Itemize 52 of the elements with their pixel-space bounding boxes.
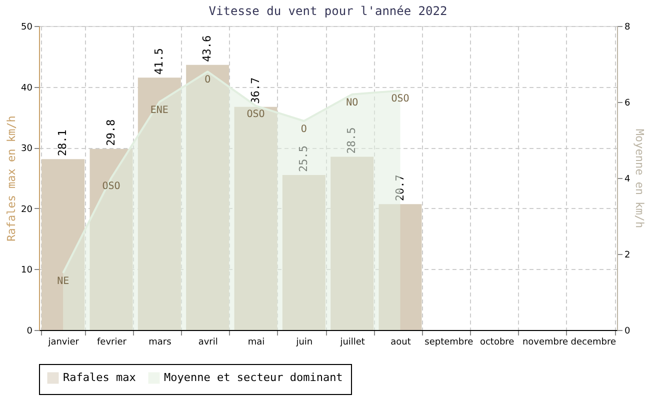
x-tick-label: janvier	[47, 338, 80, 348]
bar	[282, 174, 326, 330]
data-label: OSO	[246, 108, 265, 120]
bar	[234, 106, 278, 330]
data-label: NE	[57, 276, 70, 287]
data-label: 36.7	[248, 77, 262, 104]
data-label: NO	[346, 97, 358, 108]
legend-label: Moyenne et secteur dominant	[164, 371, 343, 384]
data-label: 28.1	[56, 130, 70, 156]
x-tick-label: juillet	[339, 338, 366, 348]
data-label: 25.5	[296, 145, 310, 172]
data-label: ENE	[150, 105, 168, 116]
x-tick-label: avril	[198, 338, 218, 348]
y-tick-label: 50	[21, 22, 33, 32]
y-tick-label: 40	[21, 83, 33, 94]
chart-title: Vitesse du vent pour l'année 2022	[208, 4, 448, 18]
bar	[138, 78, 181, 330]
y2-tick-label: 6	[624, 98, 630, 108]
bar	[378, 204, 422, 330]
y-axis-title: Rafales max en km/h	[5, 116, 18, 242]
y2-axis-title: Moyenne en km/h	[633, 128, 646, 228]
y2-tick-label: 4	[624, 174, 630, 184]
x-tick-label: juin	[295, 338, 313, 348]
y-tick-label: 10	[21, 266, 33, 276]
x-tick-label: mars	[148, 338, 172, 348]
y-tick-label: 20	[21, 204, 33, 215]
data-label: O	[300, 124, 307, 135]
bar	[186, 64, 230, 330]
data-label: OSO	[391, 94, 410, 105]
bar	[42, 159, 85, 330]
y-tick-label: 0	[26, 326, 33, 336]
y2-tick-label: 2	[624, 250, 630, 260]
x-tick-label: decembre	[570, 338, 616, 348]
y2-tick-label: 0	[624, 326, 630, 336]
x-tick-label: aout	[390, 338, 412, 348]
x-tick-label: septembre	[424, 338, 474, 348]
x-tick-label: octobre	[480, 338, 515, 348]
data-label: 29.8	[104, 119, 118, 146]
y2-tick-label: 8	[624, 22, 630, 32]
y-tick-label: 30	[21, 144, 33, 154]
data-label: 43.6	[200, 35, 214, 62]
legend-label: Rafales max	[63, 371, 136, 384]
x-tick-label: mai	[248, 338, 265, 348]
data-label: O	[204, 74, 211, 86]
data-label: 28.5	[345, 127, 358, 154]
x-tick-label: novembre	[522, 338, 569, 348]
data-label: 41.5	[152, 48, 166, 75]
data-label: 20.7	[393, 174, 406, 202]
bar	[330, 156, 374, 330]
data-label: OSO	[102, 181, 120, 192]
x-tick-label: fevrier	[97, 338, 127, 348]
bar	[90, 148, 133, 330]
